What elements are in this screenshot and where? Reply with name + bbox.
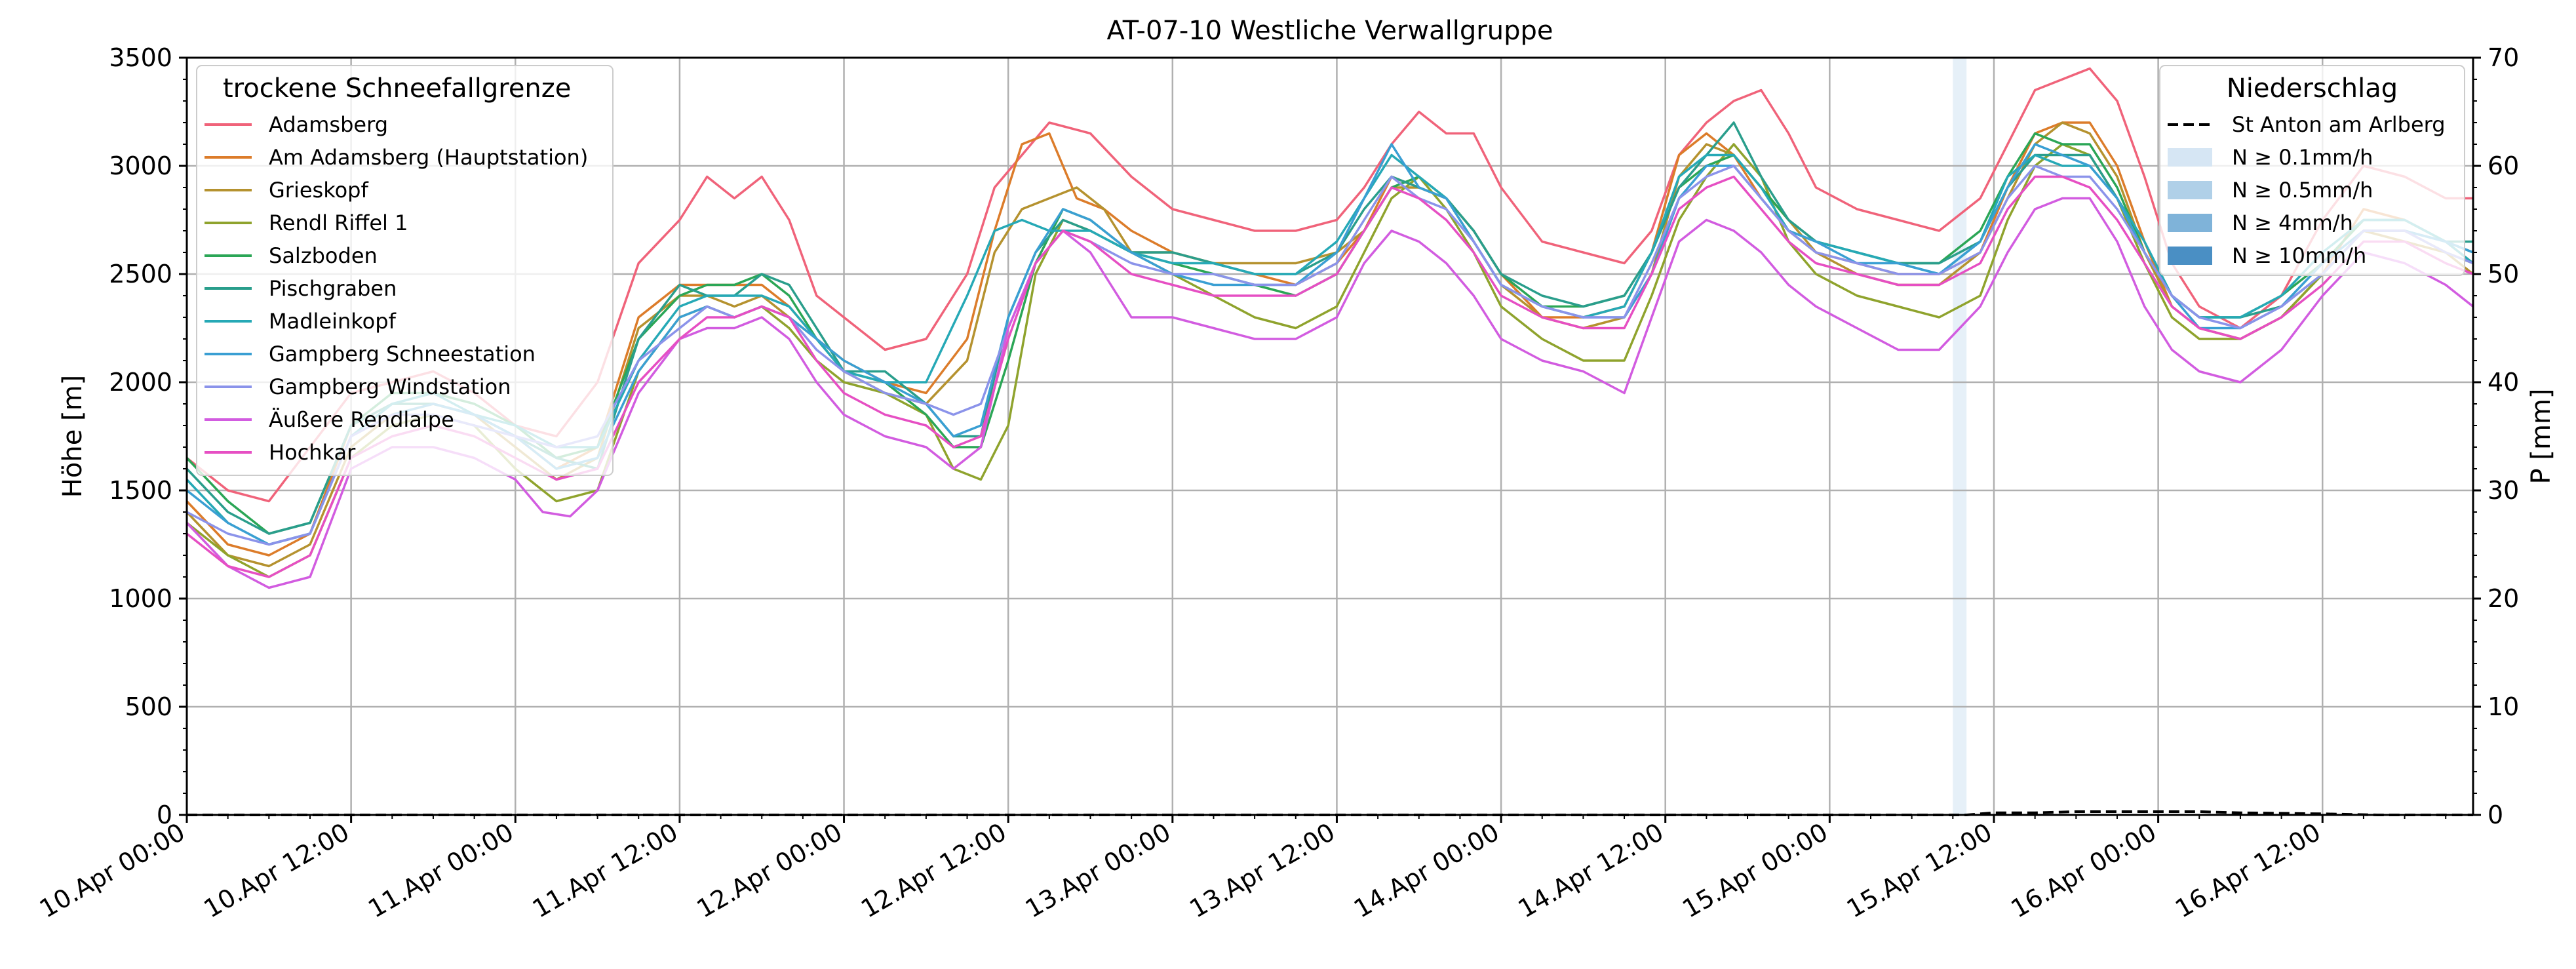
y-right-tick-label: 30 [2488,476,2519,505]
y-right-tick-label: 0 [2488,801,2503,829]
x-tick-label: 12.Apr 00:00 [692,818,847,924]
x-tick-label: 12.Apr 12:00 [856,818,1011,924]
precipitation-band-swatch [2168,148,2212,167]
chart-title: AT-07-10 Westliche Verwallgruppe [1107,16,1553,46]
y-axis-label: Höhe [m] [58,375,88,498]
y-tick-label: 500 [125,692,172,721]
x-tick-label: 14.Apr 00:00 [1349,818,1504,924]
precipitation-band-swatch [2168,214,2212,232]
series-line-10 [185,175,2474,578]
legend-box [196,65,614,476]
x-tick-label: 15.Apr 00:00 [1677,818,1833,924]
y-right-tick-label: 40 [2488,368,2519,397]
y-tick-label: 3500 [109,43,172,72]
legend-entry: Salzboden [269,243,378,268]
x-tick-label: 14.Apr 12:00 [1513,818,1669,924]
precipitation-legend-entry: St Anton am Arlberg [2232,112,2446,137]
legend-entry: Hochkar [269,440,356,465]
x-tick-label: 11.Apr 00:00 [363,818,518,924]
legend-entry: Madleinkopf [269,309,397,334]
x-tick-label: 10.Apr 00:00 [35,818,190,924]
y-tick-label: 0 [157,801,172,829]
series-line-5 [185,121,2473,535]
y-right-tick-label: 60 [2488,151,2519,180]
x-tick-label: 16.Apr 12:00 [2170,818,2326,924]
precipitation-legend-title: Niederschlag [2227,73,2398,104]
legend-entry: Adamsberg [269,112,388,137]
legend-entry: Grieskopf [269,178,368,203]
legend-entry: Gampberg Windstation [269,374,511,399]
precipitation-band-swatch [2168,181,2212,199]
series-line-8 [186,165,2474,546]
legend-entry: Gampberg Schneestation [269,342,536,366]
x-tick-label: 16.Apr 00:00 [2006,818,2162,924]
x-tick-label: 15.Apr 12:00 [1842,818,1997,924]
y-right-axis-label: P [mm] [2526,389,2556,484]
y-right-tick-label: 70 [2488,43,2519,72]
y-right-tick-label: 50 [2488,260,2519,288]
y-tick-label: 1000 [109,584,172,613]
y-right-tick-label: 20 [2488,584,2519,613]
legend-entry: Pischgraben [269,276,397,301]
precipitation-legend-box [2159,65,2465,276]
legend-entry: Äußere Rendlalpe [269,407,454,432]
precipitation-band-label: N ≥ 0.1mm/h [2232,145,2373,170]
legend-entry: Rendl Riffel 1 [269,210,408,235]
legend-title: trockene Schneefallgrenze [223,73,571,104]
x-tick-label: 10.Apr 12:00 [199,818,355,924]
precipitation-band-swatch [2168,247,2212,265]
x-tick-label: 11.Apr 12:00 [528,818,683,924]
precipitation-band [1953,58,1967,815]
x-tick-label: 13.Apr 12:00 [1184,818,1340,924]
y-tick-label: 1500 [109,476,172,505]
y-right-tick-label: 10 [2488,692,2519,721]
precipitation-line [187,810,2473,816]
precipitation-band-label: N ≥ 10mm/h [2232,243,2366,268]
legend-entry: Am Adamsberg (Hauptstation) [269,145,588,170]
y-tick-label: 2500 [109,260,172,288]
x-tick-label: 13.Apr 00:00 [1021,818,1176,924]
plot-frame [185,56,2474,816]
precipitation-band-label: N ≥ 0.5mm/h [2232,178,2373,203]
series-line-1 [185,121,2474,557]
series-line-7 [185,143,2474,546]
y-tick-label: 2000 [109,368,172,397]
y-tick-label: 3000 [109,151,172,180]
precipitation-band-label: N ≥ 4mm/h [2232,210,2353,235]
